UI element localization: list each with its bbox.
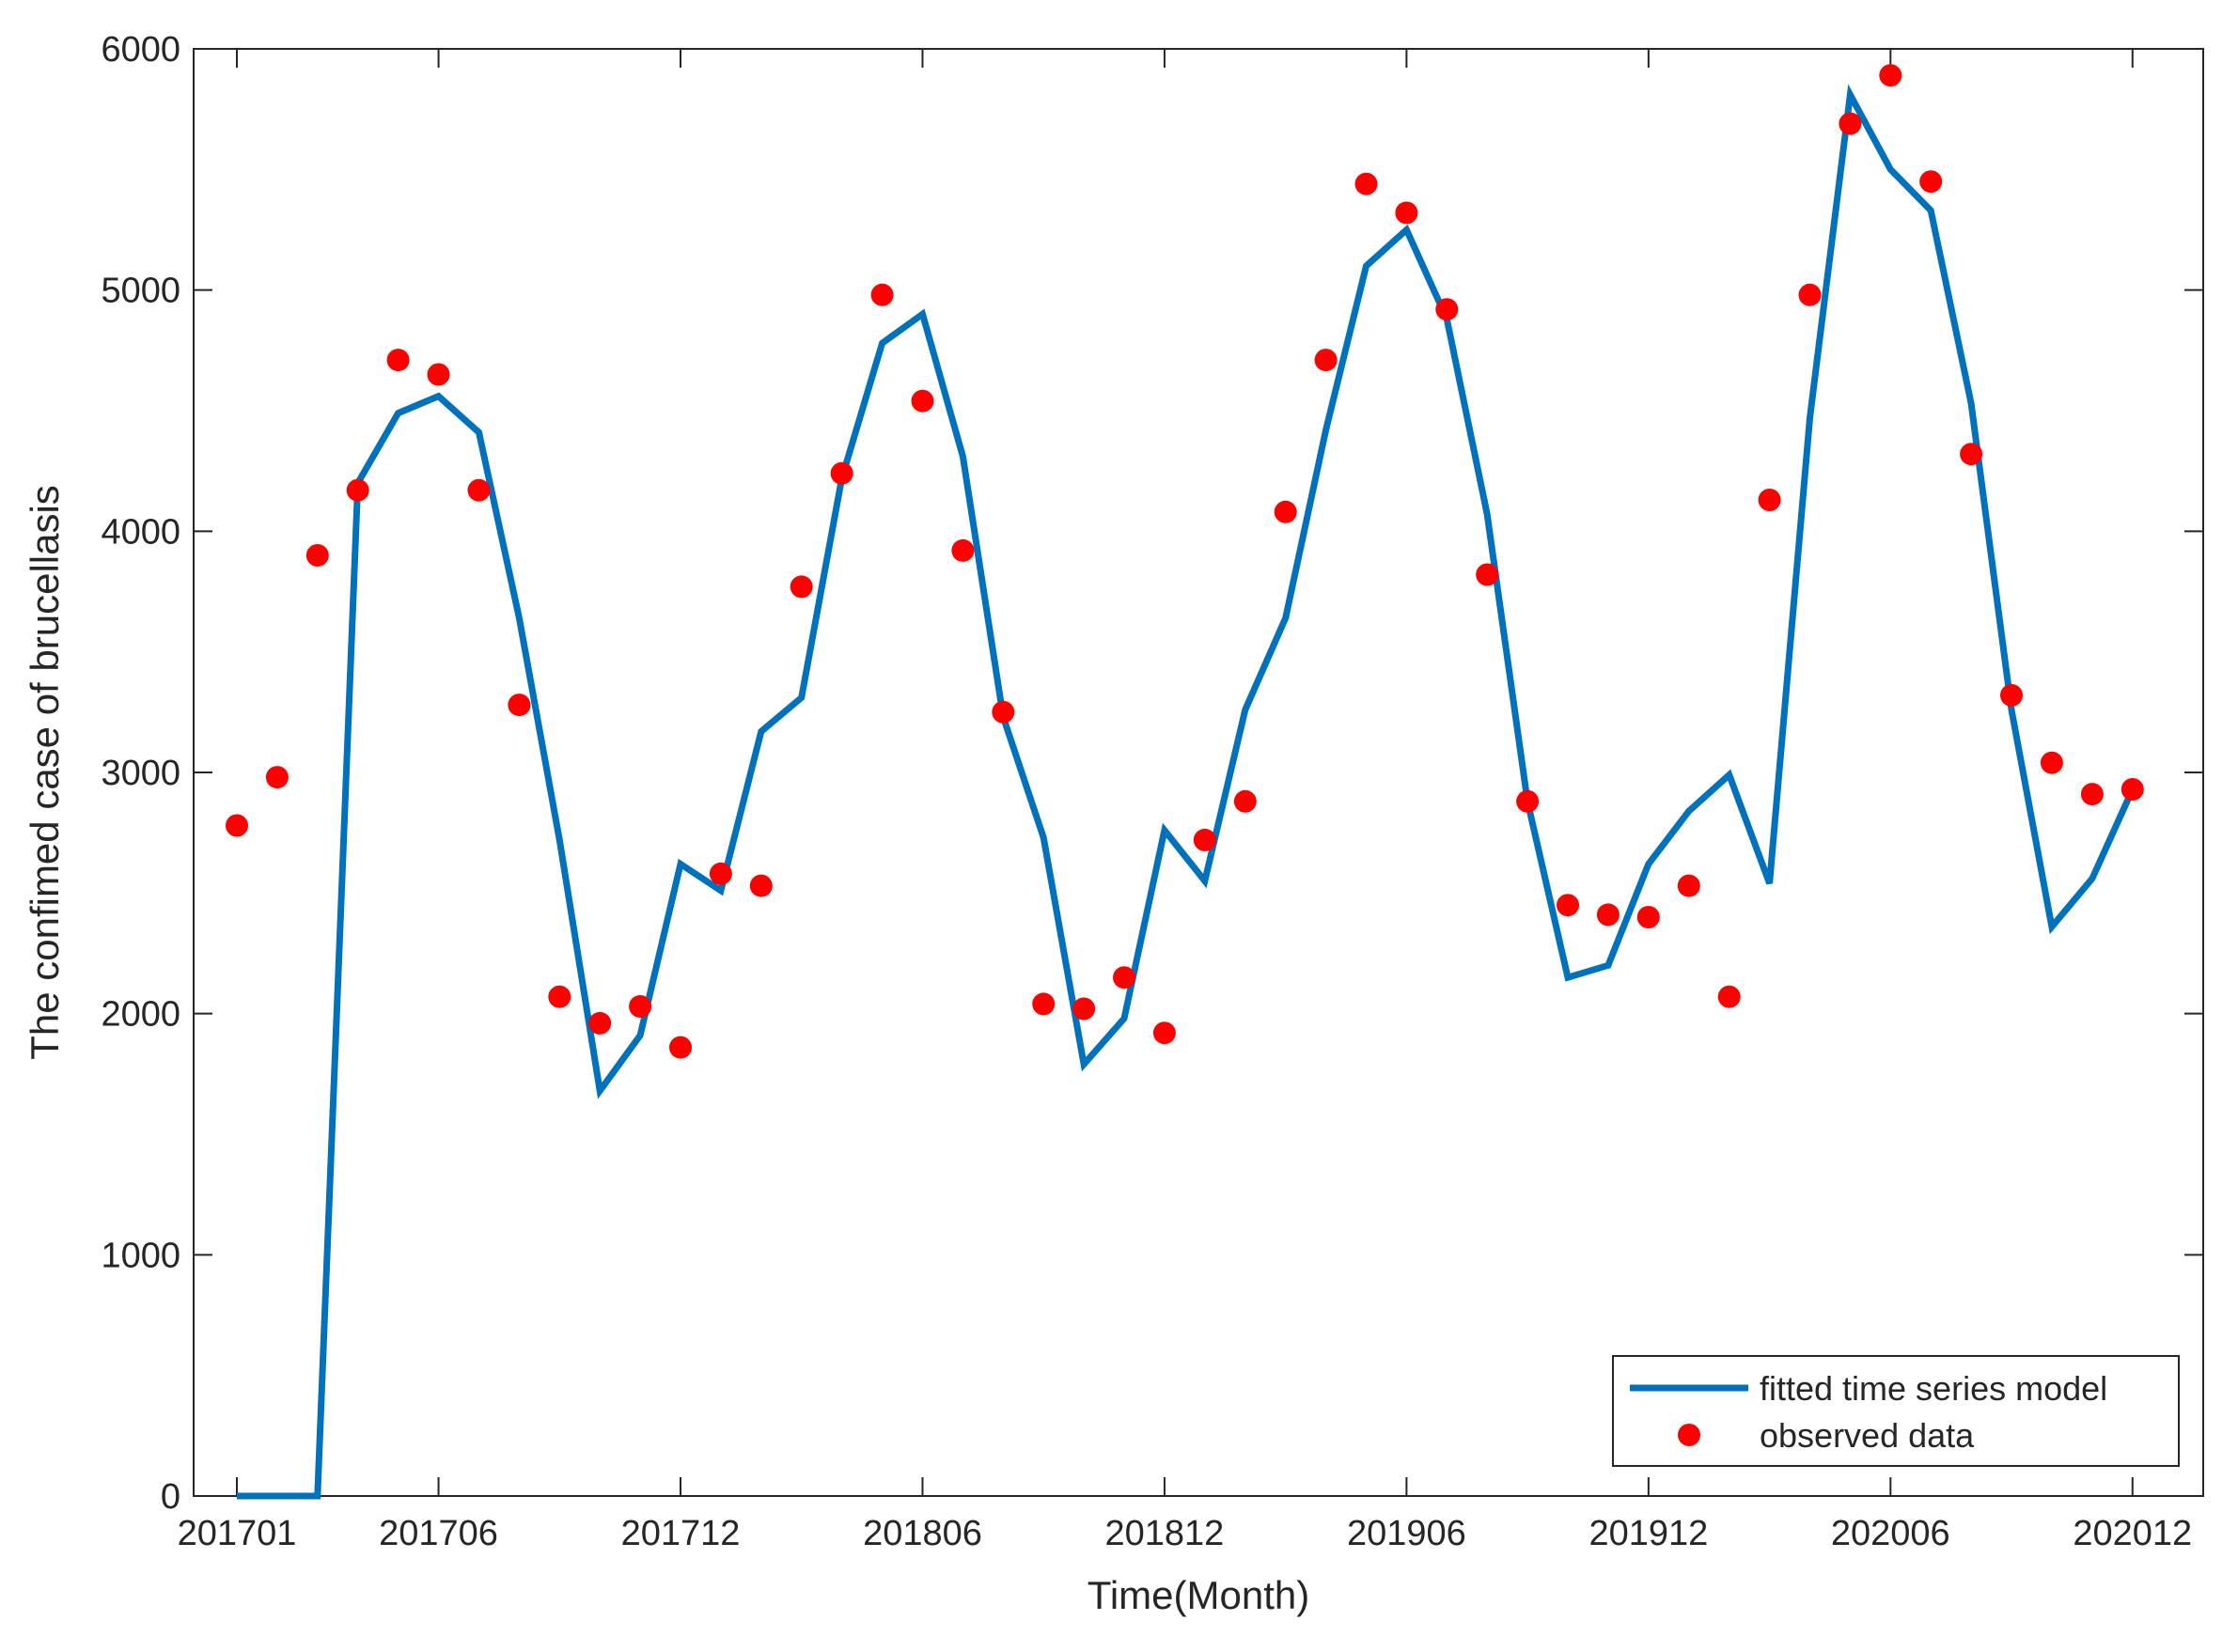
observed-point bbox=[226, 814, 248, 837]
x-tick-label: 202012 bbox=[2073, 1514, 2192, 1553]
observed-point bbox=[1113, 966, 1135, 990]
y-tick-label: 6000 bbox=[101, 30, 180, 70]
observed-point bbox=[1879, 64, 1902, 87]
observed-series-points bbox=[226, 64, 2144, 1059]
x-tick-label: 202006 bbox=[1831, 1514, 1950, 1553]
observed-point bbox=[709, 862, 732, 885]
x-tick-label: 201806 bbox=[863, 1514, 982, 1553]
x-tick-label: 201812 bbox=[1105, 1514, 1225, 1553]
observed-point bbox=[2080, 783, 2104, 806]
legend-box bbox=[1612, 1355, 2180, 1467]
observed-point bbox=[629, 995, 652, 1018]
observed-point bbox=[1233, 789, 1257, 813]
observed-point bbox=[346, 478, 369, 502]
observed-point bbox=[749, 874, 773, 897]
observed-point bbox=[508, 694, 531, 717]
observed-point bbox=[1839, 112, 1862, 135]
observed-point bbox=[830, 461, 853, 485]
observed-point bbox=[1919, 170, 1943, 194]
observed-point bbox=[1960, 443, 1983, 466]
legend-marker-swatch bbox=[1678, 1424, 1700, 1446]
y-tick-label: 4000 bbox=[101, 512, 180, 552]
observed-point bbox=[951, 538, 975, 562]
observed-point bbox=[1596, 903, 1620, 927]
y-tick-label: 3000 bbox=[101, 754, 180, 793]
observed-point bbox=[911, 389, 934, 413]
observed-point bbox=[1717, 985, 1741, 1008]
observed-point bbox=[1557, 894, 1579, 917]
fitted-series-line bbox=[237, 84, 2136, 1500]
y-tick-label: 2000 bbox=[101, 995, 180, 1035]
observed-point bbox=[427, 363, 450, 386]
observed-point bbox=[790, 575, 813, 599]
y-tick-label: 1000 bbox=[101, 1236, 180, 1275]
observed-point bbox=[1395, 201, 1418, 225]
observed-point bbox=[1476, 563, 1499, 586]
observed-point bbox=[2040, 751, 2063, 774]
observed-point bbox=[265, 766, 289, 789]
x-axis-ticks: 201701 201706 201712 201806 201812 201906 2019… bbox=[178, 49, 2192, 1553]
plot-area bbox=[193, 48, 2204, 1497]
legend-label-observed: observed data bbox=[1760, 1416, 1975, 1455]
observed-point bbox=[1072, 997, 1096, 1021]
x-tick-label: 201701 bbox=[178, 1514, 297, 1553]
observed-point bbox=[870, 283, 894, 306]
x-tick-label: 201912 bbox=[1589, 1514, 1708, 1553]
observed-point bbox=[1435, 298, 1459, 321]
observed-point bbox=[305, 544, 329, 567]
observed-point bbox=[1677, 874, 1700, 897]
observed-point bbox=[588, 1011, 612, 1035]
observed-point bbox=[1314, 349, 1338, 372]
x-axis-title: Time(Month) bbox=[1088, 1573, 1309, 1617]
legend-label-fitted: fitted time series model bbox=[1760, 1369, 2107, 1408]
observed-point bbox=[669, 1036, 692, 1059]
observed-point bbox=[992, 700, 1015, 724]
y-axis-title: The confimed case of brucellasis bbox=[23, 485, 67, 1060]
observed-point bbox=[1354, 172, 1378, 195]
observed-point bbox=[1032, 992, 1056, 1016]
observed-point bbox=[1274, 500, 1297, 523]
y-tick-label: 0 bbox=[161, 1477, 180, 1517]
observed-point bbox=[2121, 778, 2144, 801]
observed-point bbox=[1798, 283, 1822, 306]
x-tick-label: 201906 bbox=[1347, 1514, 1466, 1553]
observed-point bbox=[1636, 906, 1660, 928]
legend: fitted time series model observed data bbox=[1612, 1355, 2180, 1467]
observed-point bbox=[386, 349, 410, 372]
observed-point bbox=[1516, 789, 1540, 813]
x-tick-label: 201712 bbox=[621, 1514, 741, 1553]
observed-point bbox=[548, 985, 571, 1008]
x-tick-label: 201706 bbox=[379, 1514, 498, 1553]
observed-point bbox=[2000, 683, 2023, 707]
observed-point bbox=[467, 478, 491, 502]
observed-point bbox=[1758, 489, 1781, 511]
y-axis-ticks: 0 1000 2000 3000 4000 5000 6000 bbox=[101, 30, 2203, 1517]
observed-point bbox=[1152, 1021, 1176, 1045]
observed-point bbox=[1193, 828, 1216, 851]
y-tick-label: 5000 bbox=[101, 272, 180, 311]
